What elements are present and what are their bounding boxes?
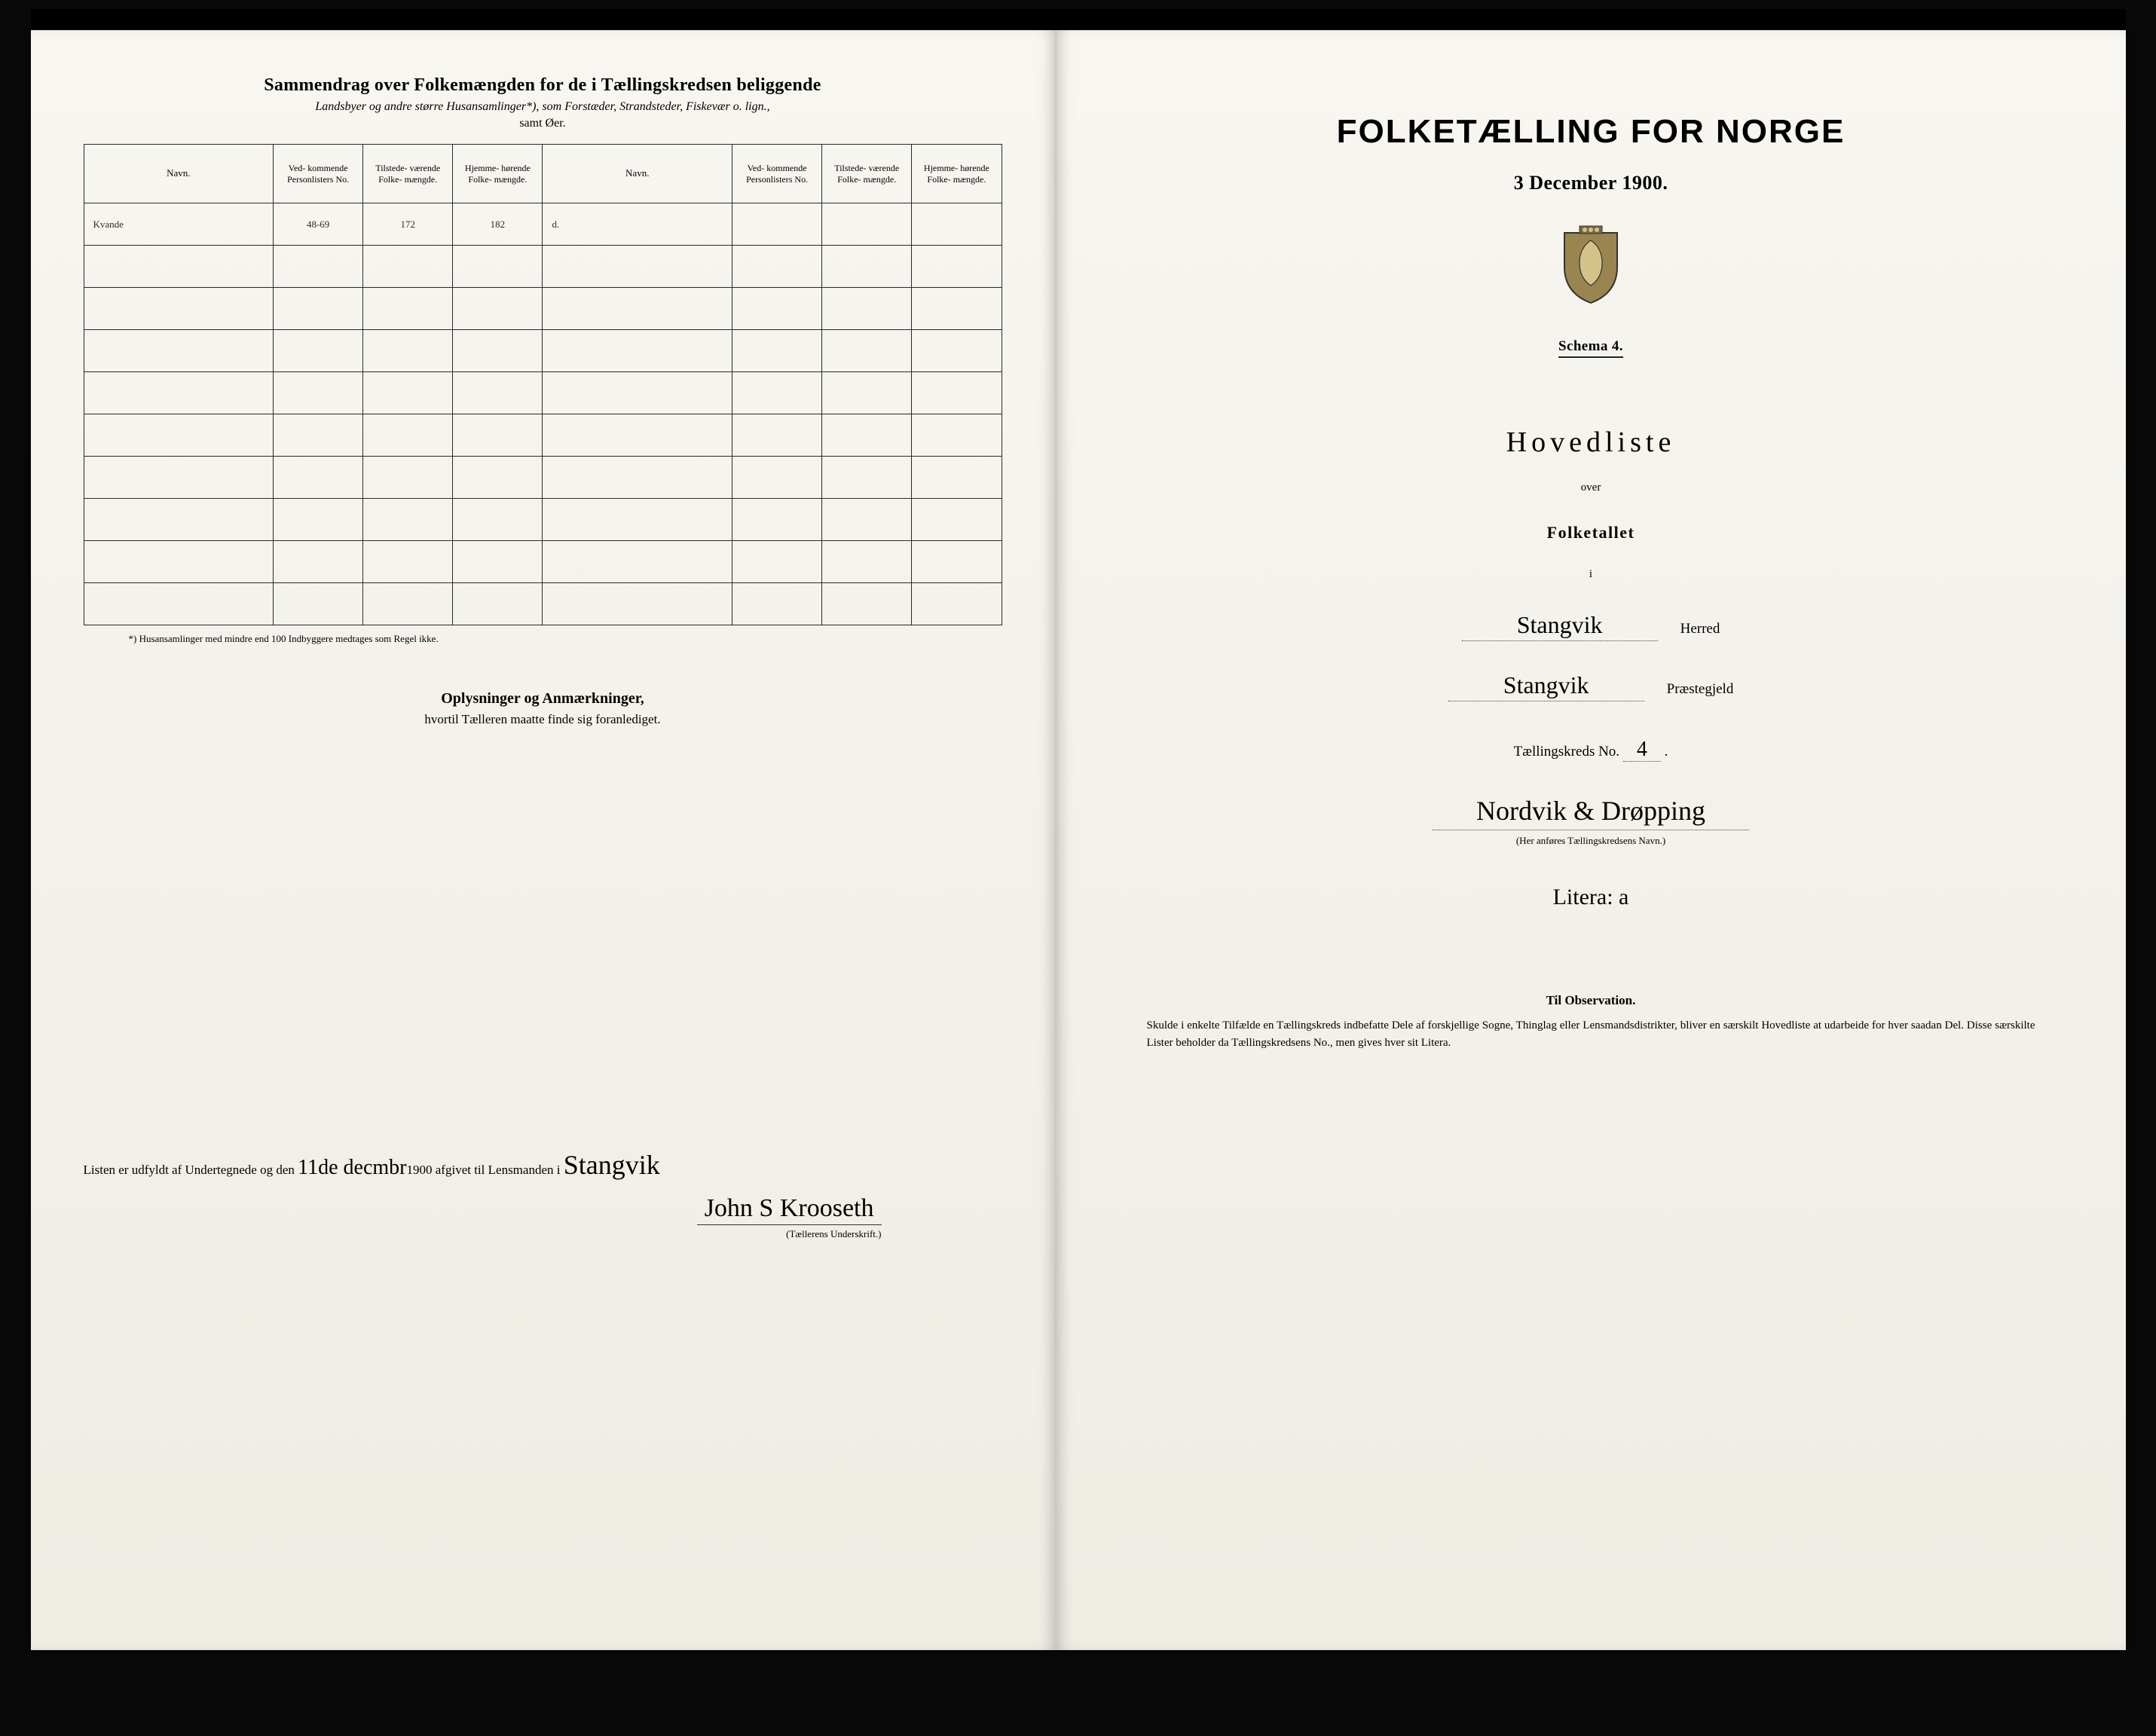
table-row <box>84 246 1002 288</box>
scan-edge <box>31 9 2126 30</box>
summary-table: Navn. Ved- kommende Personlisters No. Ti… <box>84 144 1002 625</box>
signature: John S Krooseth <box>697 1194 882 1225</box>
th-tilstede: Tilstede- værende Folke- mængde. <box>363 145 453 203</box>
over-label: over <box>1132 481 2050 494</box>
cell-navn: Kvande <box>84 203 274 246</box>
table-row <box>84 541 1002 583</box>
book-spread: Sammendrag over Folkemængden for de i Tæ… <box>31 30 2126 1650</box>
cell-tilstede: 172 <box>363 203 453 246</box>
listen-mid: afgivet til Lensmanden i <box>436 1163 561 1177</box>
footnote: *) Husansamlinger med mindre end 100 Ind… <box>129 633 1002 645</box>
th-navn2: Navn. <box>543 145 732 203</box>
kreds-caption: (Her anføres Tællingskredsens Navn.) <box>1132 835 2050 847</box>
listen-year: 1900 <box>407 1163 433 1177</box>
hovedliste-heading: Hovedliste <box>1132 426 2050 459</box>
herred-row: Stangvik Herred <box>1132 611 2050 641</box>
th-hjemme: Hjemme- hørende Folke- mængde. <box>453 145 543 203</box>
table-row <box>84 330 1002 372</box>
kreds-label: Tællingskreds No. <box>1514 744 1619 760</box>
census-date: 3 December 1900. <box>1132 172 2050 194</box>
herred-value: Stangvik <box>1462 611 1658 641</box>
kreds-name: Nordvik & Drøpping <box>1433 795 1749 830</box>
herred-label: Herred <box>1680 621 1720 637</box>
kreds-number: 4 <box>1623 738 1661 762</box>
cell-empty <box>732 203 822 246</box>
cell-hjemme: 182 <box>453 203 543 246</box>
subtitle-italic: Landsbyer og andre større Husansamlinger… <box>315 100 769 113</box>
th-navn: Navn. <box>84 145 274 203</box>
signature-block: John S Krooseth (Tællerens Underskrift.) <box>84 1194 1002 1240</box>
cell-navn2: d. <box>543 203 732 246</box>
cell-personlister: 48-69 <box>274 203 363 246</box>
right-content: FOLKETÆLLING FOR NORGE 3 December 1900. … <box>1132 113 2050 1051</box>
summary-subtitle: Landsbyer og andre større Husansamlinger… <box>84 100 1002 114</box>
coat-of-arms-icon <box>1557 222 1625 304</box>
observation-heading: Til Observation. <box>1132 993 2050 1008</box>
summary-tbody: Kvande 48-69 172 182 d. <box>84 203 1002 625</box>
kreds-row: Tællingskreds No. 4 . <box>1132 738 2050 762</box>
table-row <box>84 288 1002 330</box>
right-page: FOLKETÆLLING FOR NORGE 3 December 1900. … <box>1057 30 2126 1650</box>
th-personlister: Ved- kommende Personlisters No. <box>274 145 363 203</box>
cell-empty <box>822 203 912 246</box>
th-hjemme2: Hjemme- hørende Folke- mængde. <box>912 145 1002 203</box>
observation-body: Skulde i enkelte Tilfælde en Tællingskre… <box>1132 1017 2050 1051</box>
i-label: i <box>1132 568 2050 581</box>
table-row <box>84 414 1002 457</box>
praestegjeld-row: Stangvik Præstegjeld <box>1132 671 2050 701</box>
table-row <box>84 372 1002 414</box>
summary-title: Sammendrag over Folkemængden for de i Tæ… <box>84 75 1002 96</box>
left-page: Sammendrag over Folkemængden for de i Tæ… <box>31 30 1057 1650</box>
listen-date: 11de decmbr <box>298 1156 406 1179</box>
th-tilstede2: Tilstede- værende Folke- mængde. <box>822 145 912 203</box>
praeste-label: Præstegjeld <box>1667 681 1734 698</box>
summary-subtitle2: samt Øer. <box>84 117 1002 130</box>
table-row <box>84 583 1002 625</box>
cell-empty <box>912 203 1002 246</box>
signature-caption: (Tællerens Underskrift.) <box>84 1228 882 1240</box>
praeste-value: Stangvik <box>1448 671 1644 701</box>
oplysninger-heading: Oplysninger og Anmærkninger, <box>84 690 1002 708</box>
census-title: FOLKETÆLLING FOR NORGE <box>1132 113 2050 151</box>
folketallet-label: Folketallet <box>1132 523 2050 542</box>
listen-prefix: Listen er udfyldt af Undertegnede og den <box>84 1163 295 1177</box>
table-row <box>84 457 1002 499</box>
th-personlister2: Ved- kommende Personlisters No. <box>732 145 822 203</box>
listen-place: Stangvik <box>564 1150 660 1180</box>
schema-label: Schema 4. <box>1558 338 1623 358</box>
table-row <box>84 499 1002 541</box>
table-row: Kvande 48-69 172 182 d. <box>84 203 1002 246</box>
listen-line: Listen er udfyldt af Undertegnede og den… <box>84 1149 1002 1181</box>
litera-value: Litera: a <box>1132 885 2050 910</box>
oplysninger-sub: hvortil Tælleren maatte finde sig foranl… <box>84 712 1002 727</box>
